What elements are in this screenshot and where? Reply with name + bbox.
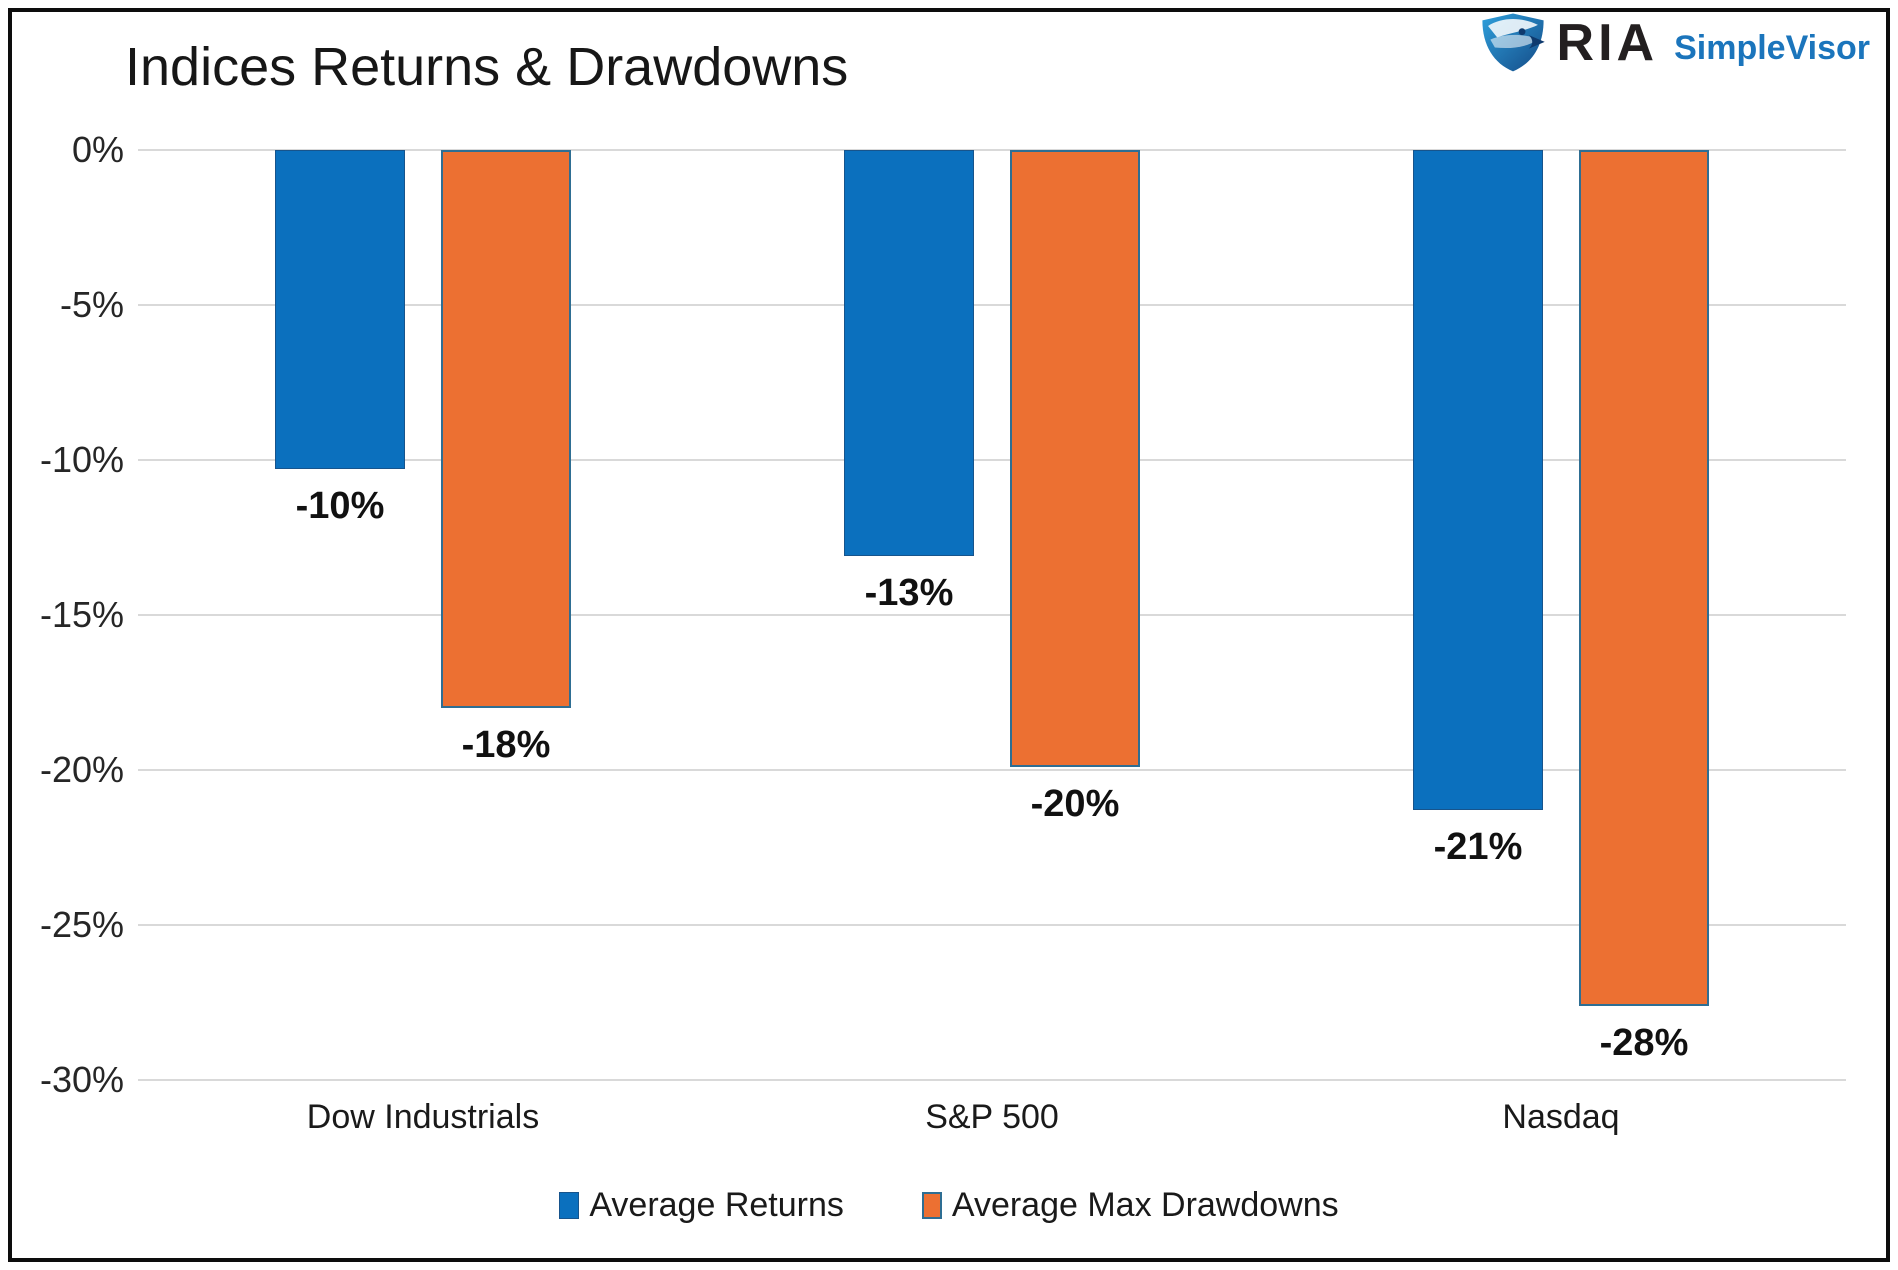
eagle-logo-icon	[1481, 13, 1545, 72]
brand-logo: RIA SimpleVisor	[1479, 12, 1870, 74]
y-axis-tick-label: 0%	[71, 129, 124, 170]
data-label: -21%	[1433, 826, 1523, 869]
data-label: -18%	[461, 724, 551, 766]
legend-label-drawdowns: Average Max Drawdowns	[951, 1186, 1339, 1224]
x-axis-category-label: Dow Industrials	[306, 1098, 540, 1136]
chart-legend: Average Returns Average Max Drawdowns	[0, 1186, 1898, 1225]
gridline--20%	[138, 769, 1846, 771]
bar-s-p-500-drawdowns	[1010, 150, 1140, 767]
legend-swatch-drawdowns	[921, 1192, 942, 1219]
y-axis-tick-label: -20%	[39, 749, 124, 790]
y-axis-tick-label: -5%	[59, 284, 124, 325]
gridline--5%	[138, 304, 1846, 306]
legend-swatch-returns	[559, 1192, 580, 1219]
brand-name: RIA	[1556, 14, 1659, 72]
y-axis-tick-label: -10%	[39, 439, 124, 480]
gridline--10%	[138, 459, 1846, 461]
brand-product: SimpleVisor	[1674, 28, 1870, 67]
bar-s-p-500-returns	[844, 150, 974, 557]
data-label: -20%	[1030, 782, 1120, 825]
bar-nasdaq-drawdowns	[1579, 150, 1709, 1006]
legend-item-average-returns: Average Returns	[559, 1186, 844, 1225]
y-axis-tick-label: -30%	[39, 1059, 124, 1100]
y-axis-tick-label: -15%	[39, 594, 124, 635]
bar-dow-industrials-returns	[275, 150, 405, 470]
data-label: -28%	[1599, 1021, 1689, 1064]
bar-dow-industrials-drawdowns	[441, 150, 571, 708]
gridline-0%	[138, 149, 1846, 151]
legend-label-returns: Average Returns	[589, 1186, 844, 1224]
x-axis-category-label: S&P 500	[925, 1098, 1059, 1136]
legend-item-average-max-drawdowns: Average Max Drawdowns	[921, 1186, 1339, 1225]
gridline--25%	[138, 924, 1846, 926]
chart-title: Indices Returns & Drawdowns	[125, 37, 849, 97]
bar-nasdaq-returns	[1413, 150, 1543, 811]
gridline--30%	[138, 1079, 1846, 1081]
data-label: -10%	[295, 485, 385, 528]
y-axis-tick-label: -25%	[39, 904, 124, 945]
gridline--15%	[138, 614, 1846, 616]
data-label: -13%	[864, 572, 954, 615]
x-axis-category-label: Nasdaq	[1502, 1098, 1620, 1136]
